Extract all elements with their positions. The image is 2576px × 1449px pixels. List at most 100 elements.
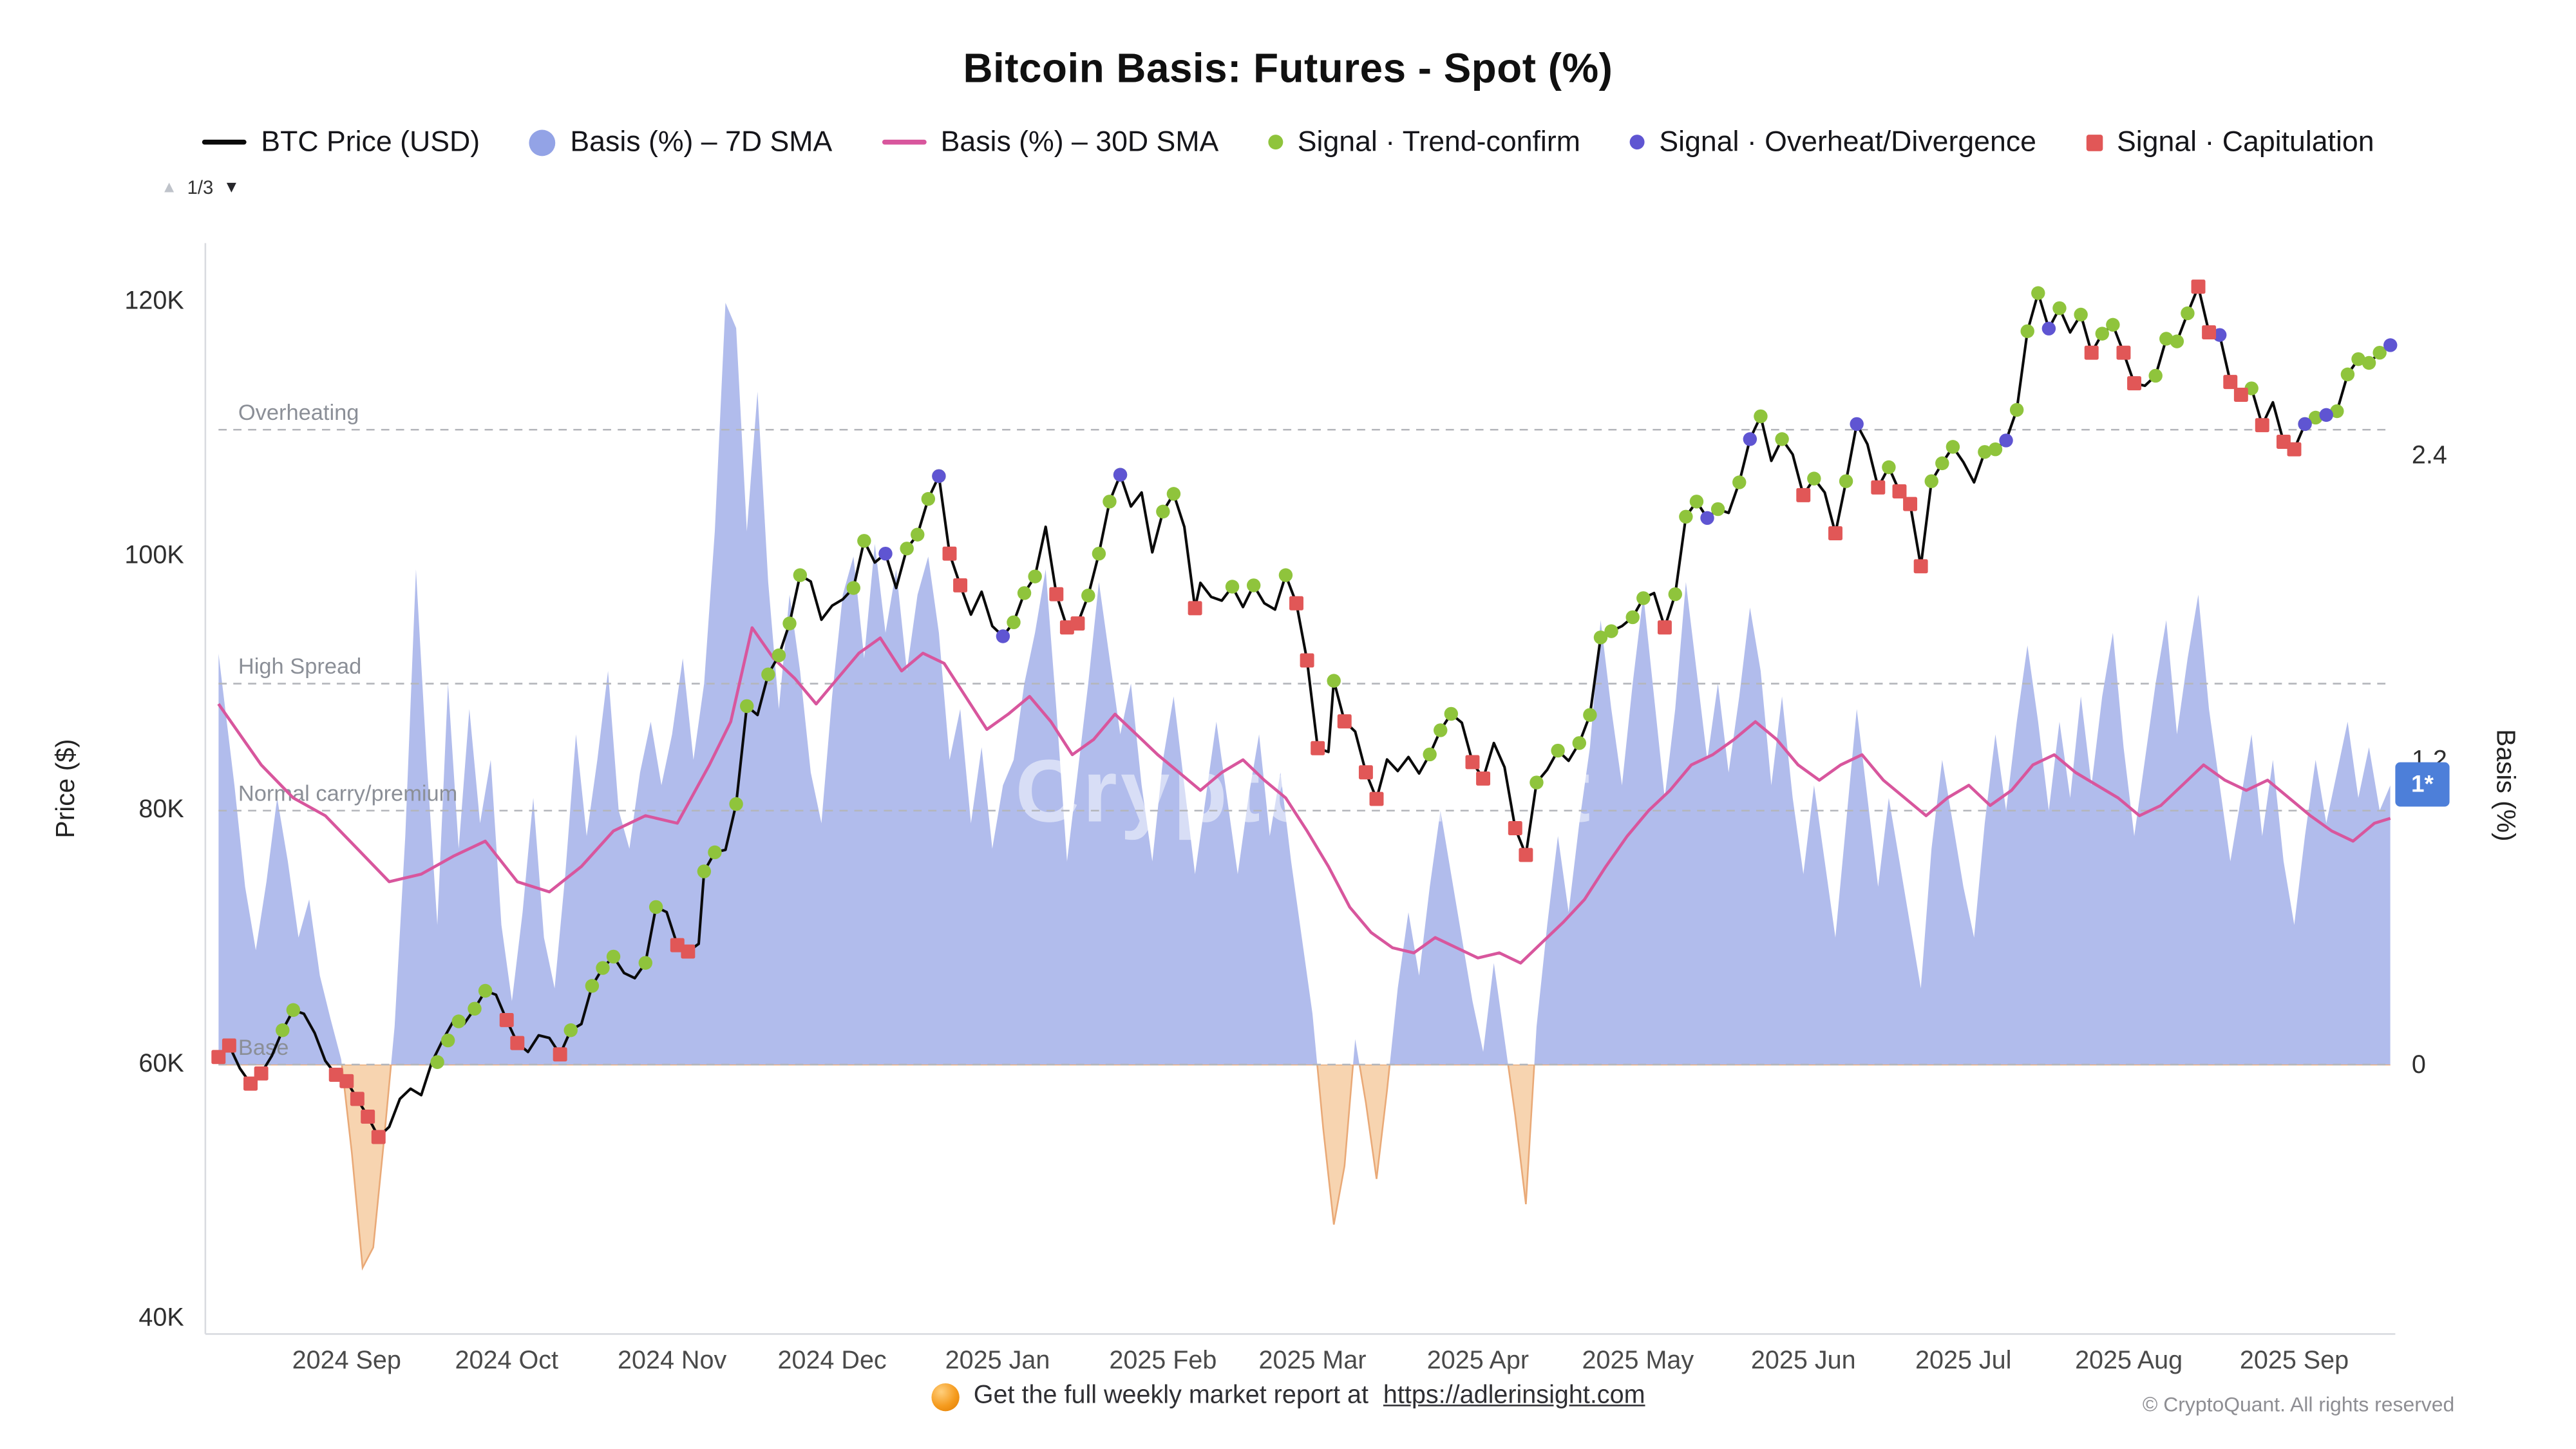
- signal-capitulation[interactable]: [1465, 755, 1480, 770]
- signal-trend-confirm[interactable]: [708, 845, 722, 860]
- signal-trend-confirm[interactable]: [1625, 610, 1640, 625]
- signal-trend-confirm[interactable]: [451, 1014, 466, 1028]
- signal-capitulation[interactable]: [2276, 434, 2291, 449]
- signal-capitulation[interactable]: [328, 1067, 343, 1082]
- signal-overheat-divergence[interactable]: [2383, 338, 2398, 352]
- signal-capitulation[interactable]: [510, 1036, 525, 1050]
- signal-capitulation[interactable]: [1828, 526, 1842, 541]
- signal-capitulation[interactable]: [243, 1076, 258, 1091]
- signal-capitulation[interactable]: [2127, 376, 2141, 391]
- signal-capitulation[interactable]: [1369, 791, 1384, 806]
- signal-capitulation[interactable]: [254, 1066, 269, 1081]
- signal-trend-confirm[interactable]: [857, 534, 871, 548]
- signal-capitulation[interactable]: [1892, 484, 1907, 498]
- signal-trend-confirm[interactable]: [697, 864, 712, 878]
- signal-capitulation[interactable]: [222, 1038, 236, 1053]
- signal-trend-confirm[interactable]: [846, 581, 860, 595]
- signal-capitulation[interactable]: [2255, 418, 2269, 433]
- signal-capitulation[interactable]: [681, 944, 696, 959]
- signal-trend-confirm[interactable]: [1710, 502, 1725, 516]
- signal-capitulation[interactable]: [1476, 771, 1491, 786]
- signal-trend-confirm[interactable]: [468, 1001, 482, 1016]
- signal-capitulation[interactable]: [953, 578, 968, 592]
- signal-trend-confirm[interactable]: [1028, 569, 1042, 583]
- legend-item-signal-capitulation[interactable]: Signal · Capitulation: [2085, 125, 2374, 160]
- signal-trend-confirm[interactable]: [2181, 306, 2195, 321]
- signal-trend-confirm[interactable]: [596, 961, 610, 975]
- signal-trend-confirm[interactable]: [1434, 723, 1448, 737]
- signal-trend-confirm[interactable]: [1103, 495, 1117, 509]
- signal-trend-confirm[interactable]: [921, 492, 936, 506]
- signal-trend-confirm[interactable]: [782, 616, 797, 630]
- signal-capitulation[interactable]: [2287, 442, 2302, 457]
- signal-trend-confirm[interactable]: [1423, 747, 1437, 762]
- signal-trend-confirm[interactable]: [2340, 367, 2355, 382]
- signal-trend-confirm[interactable]: [2052, 301, 2067, 316]
- signal-capitulation[interactable]: [499, 1012, 514, 1027]
- signal-overheat-divergence[interactable]: [878, 546, 893, 561]
- signal-trend-confirm[interactable]: [1689, 495, 1704, 509]
- signal-trend-confirm[interactable]: [1978, 445, 1992, 459]
- signal-trend-confirm[interactable]: [1530, 775, 1544, 790]
- signal-trend-confirm[interactable]: [793, 568, 808, 582]
- signal-trend-confirm[interactable]: [1839, 474, 1853, 488]
- signal-trend-confirm[interactable]: [606, 949, 621, 964]
- signal-capitulation[interactable]: [1913, 559, 1928, 574]
- signal-capitulation[interactable]: [2191, 279, 2206, 294]
- signal-trend-confirm[interactable]: [1935, 456, 1949, 471]
- signal-trend-confirm[interactable]: [1007, 615, 1021, 630]
- legend-item-signal-overheat[interactable]: Signal · Overheat/Divergence: [1629, 125, 2036, 160]
- signal-trend-confirm[interactable]: [1946, 440, 1960, 454]
- legend-item-basis-30d[interactable]: Basis (%) – 30D SMA: [881, 125, 1218, 160]
- signal-trend-confirm[interactable]: [276, 1023, 290, 1037]
- signal-trend-confirm[interactable]: [478, 983, 493, 998]
- signal-trend-confirm[interactable]: [1593, 630, 1608, 645]
- signal-capitulation[interactable]: [1358, 765, 1373, 780]
- signal-trend-confirm[interactable]: [1156, 504, 1170, 519]
- signal-trend-confirm[interactable]: [761, 667, 775, 681]
- signal-overheat-divergence[interactable]: [1999, 433, 2013, 448]
- signal-trend-confirm[interactable]: [2330, 404, 2344, 419]
- signal-capitulation[interactable]: [1508, 820, 1522, 835]
- signal-capitulation[interactable]: [1059, 620, 1074, 635]
- signal-capitulation[interactable]: [350, 1092, 365, 1106]
- signal-capitulation[interactable]: [1311, 741, 1325, 755]
- signal-trend-confirm[interactable]: [585, 979, 600, 993]
- signal-trend-confirm[interactable]: [286, 1003, 301, 1018]
- pager-up-icon[interactable]: ▲: [160, 179, 178, 198]
- signal-overheat-divergence[interactable]: [1700, 511, 1714, 526]
- signal-trend-confirm[interactable]: [900, 542, 914, 556]
- signal-trend-confirm[interactable]: [1327, 674, 1341, 688]
- signal-overheat-divergence[interactable]: [1743, 432, 1757, 446]
- report-link[interactable]: https://adlerinsight.com: [1383, 1381, 1645, 1410]
- signal-trend-confirm[interactable]: [1732, 475, 1747, 489]
- signal-trend-confirm[interactable]: [2351, 352, 2365, 366]
- signal-trend-confirm[interactable]: [2362, 355, 2376, 370]
- signal-capitulation[interactable]: [1337, 714, 1352, 729]
- signal-trend-confirm[interactable]: [1444, 706, 1459, 721]
- signal-overheat-divergence[interactable]: [1113, 468, 1128, 482]
- signal-capitulation[interactable]: [1903, 497, 1918, 511]
- signal-trend-confirm[interactable]: [2170, 334, 2184, 348]
- signal-trend-confirm[interactable]: [1572, 736, 1587, 750]
- signal-capitulation[interactable]: [339, 1074, 354, 1088]
- signal-trend-confirm[interactable]: [1278, 568, 1293, 582]
- signal-trend-confirm[interactable]: [2020, 324, 2034, 338]
- signal-trend-confirm[interactable]: [638, 956, 653, 970]
- signal-capitulation[interactable]: [1289, 596, 1303, 611]
- signal-trend-confirm[interactable]: [440, 1033, 455, 1048]
- signal-trend-confirm[interactable]: [1246, 578, 1261, 592]
- signal-trend-confirm[interactable]: [1668, 587, 1682, 601]
- signal-capitulation[interactable]: [670, 938, 685, 952]
- signal-capitulation[interactable]: [942, 546, 957, 561]
- signal-trend-confirm[interactable]: [2372, 345, 2387, 360]
- signal-overheat-divergence[interactable]: [2298, 417, 2312, 431]
- signal-trend-confirm[interactable]: [1754, 409, 1768, 424]
- signal-trend-confirm[interactable]: [911, 527, 925, 542]
- signal-capitulation[interactable]: [2223, 375, 2238, 390]
- pager-down-icon[interactable]: ▼: [223, 179, 240, 198]
- signal-overheat-divergence[interactable]: [1850, 417, 1864, 431]
- signal-trend-confirm[interactable]: [430, 1055, 444, 1069]
- signal-capitulation[interactable]: [1188, 601, 1202, 616]
- signal-capitulation[interactable]: [361, 1109, 375, 1124]
